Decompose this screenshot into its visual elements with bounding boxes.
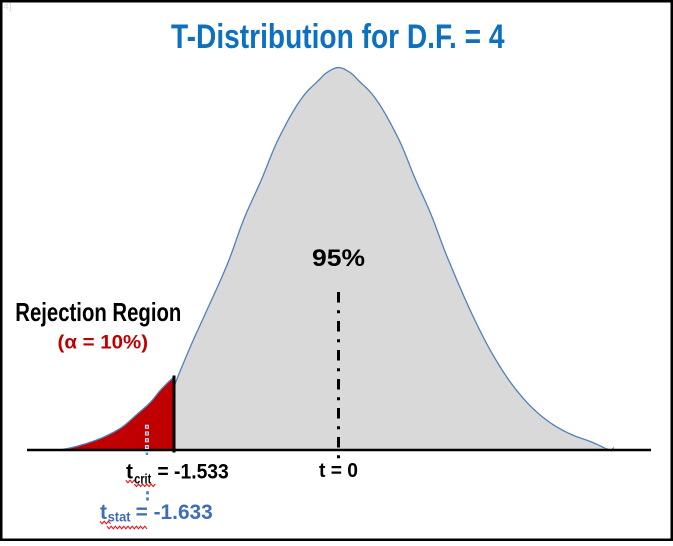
svg-text:t: t: [126, 461, 133, 484]
svg-text:crit: crit: [134, 471, 151, 487]
svg-text:stat: stat: [108, 509, 131, 525]
svg-text:Rejection Region: Rejection Region: [15, 297, 181, 327]
svg-text:= -1.633: = -1.633: [136, 501, 213, 524]
svg-text:t = 0: t = 0: [319, 460, 358, 482]
svg-text:= -1.533: = -1.533: [157, 461, 228, 484]
svg-text:T-Distribution for D.F. = 4: T-Distribution for D.F. = 4: [171, 18, 505, 56]
svg-text:t: t: [100, 501, 107, 524]
svg-text:(α = 10%): (α = 10%): [58, 332, 149, 354]
svg-text:4]: 4]: [4, 2, 12, 12]
svg-text:95%: 95%: [312, 245, 365, 272]
